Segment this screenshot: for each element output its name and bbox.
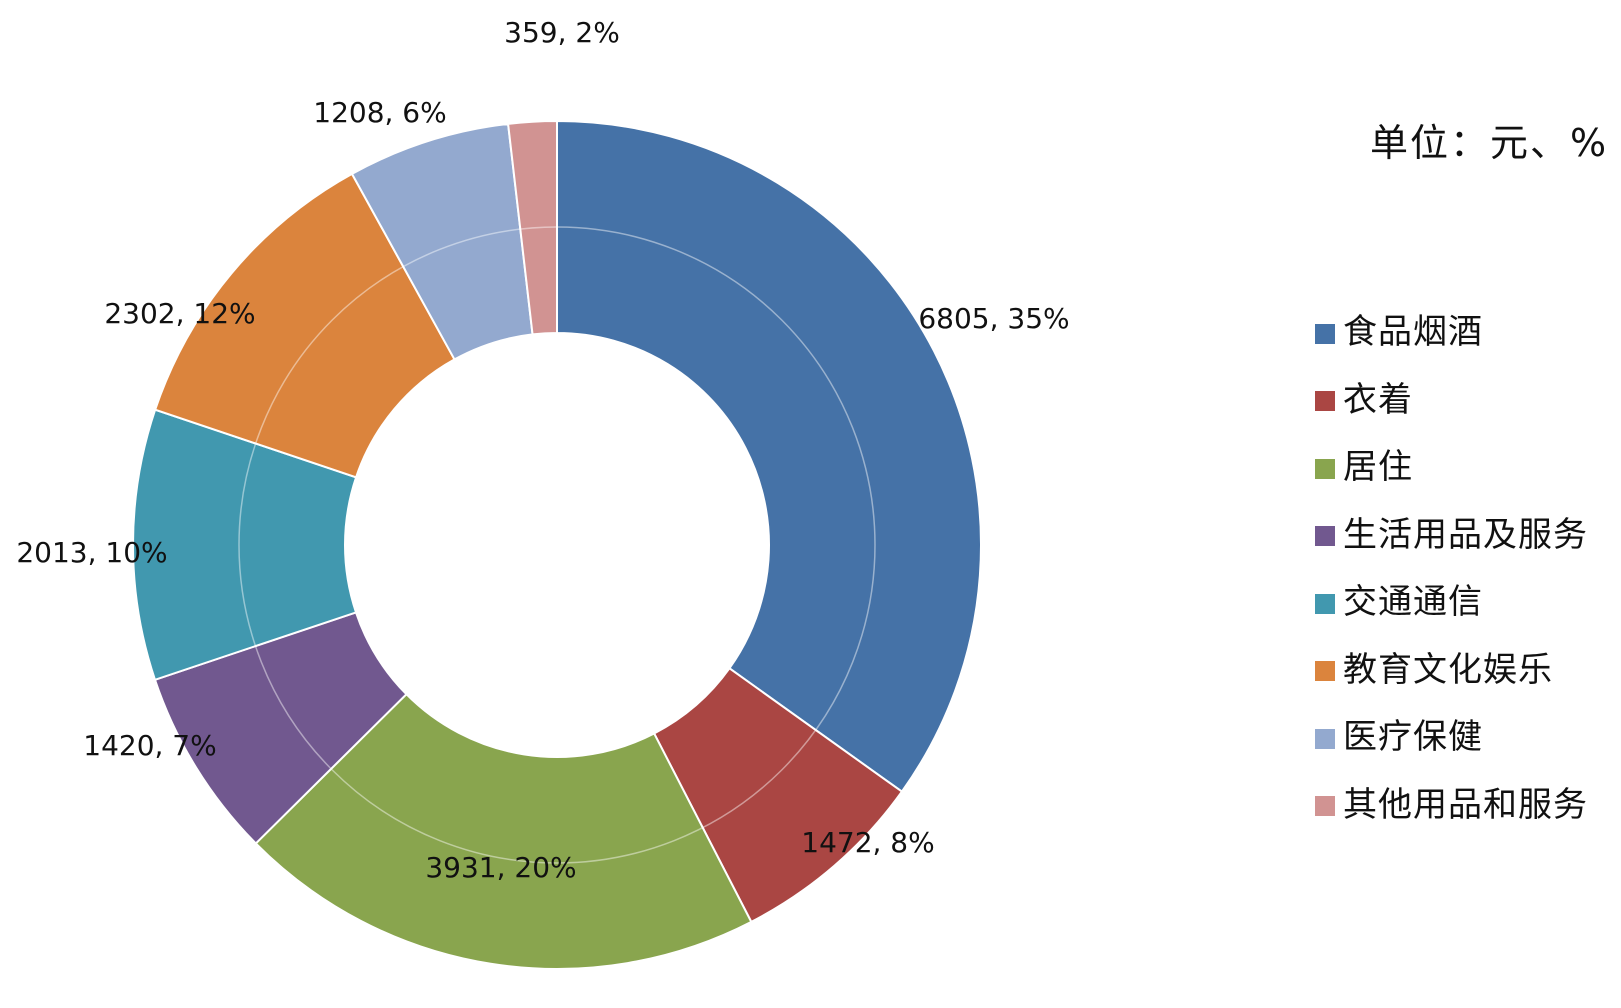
- data-label-5: 2013, 10%: [16, 536, 167, 569]
- legend-swatch: [1315, 391, 1335, 412]
- donut-slice-1: [556, 119, 982, 794]
- legend-swatch: [1315, 526, 1335, 547]
- legend-item-3: 居住: [1315, 430, 1615, 498]
- legend-swatch: [1315, 593, 1335, 614]
- donut-slice-3: [254, 692, 753, 970]
- data-label-7: 1208, 6%: [313, 96, 446, 129]
- data-labels: 6805, 35% 1472, 8% 3931, 20% 1420, 7% 2013, …: [16, 16, 1069, 884]
- legend-item-4: 生活用品及服务: [1315, 498, 1615, 566]
- data-label-8: 359, 2%: [504, 16, 620, 49]
- data-label-3: 3931, 20%: [425, 851, 576, 884]
- legend-item-6: 教育文化娱乐: [1315, 633, 1615, 701]
- legend-swatch: [1315, 458, 1335, 479]
- data-label-1: 6805, 35%: [918, 302, 1069, 335]
- legend-item-5: 交通通信: [1315, 565, 1615, 633]
- legend-label: 教育文化娱乐: [1343, 649, 1553, 690]
- data-label-2: 1472, 8%: [801, 826, 934, 859]
- legend-item-1: 食品烟酒: [1315, 295, 1615, 363]
- legend-swatch: [1315, 323, 1335, 344]
- legend-item-8: 其他用品和服务: [1315, 768, 1615, 836]
- legend-label: 食品烟酒: [1343, 312, 1483, 353]
- legend-swatch: [1315, 728, 1335, 749]
- legend-label: 生活用品及服务: [1343, 514, 1588, 555]
- donut-slice-5: [132, 408, 358, 682]
- donut-slice-6: [153, 172, 456, 479]
- data-label-6: 2302, 12%: [104, 297, 255, 330]
- legend-item-7: 医疗保健: [1315, 700, 1615, 768]
- legend-item-2: 衣着: [1315, 363, 1615, 431]
- legend-label: 居住: [1343, 447, 1413, 488]
- donut-slices: [132, 119, 982, 970]
- legend-label: 医疗保健: [1343, 717, 1483, 758]
- inner-ring-separator: [238, 226, 876, 864]
- legend-swatch: [1315, 796, 1335, 817]
- legend-swatch: [1315, 661, 1335, 682]
- legend-label: 衣着: [1343, 379, 1413, 420]
- legend-label: 其他用品和服务: [1343, 784, 1588, 825]
- legend-label: 交通通信: [1343, 582, 1483, 623]
- unit-label: 单位：元、%: [1370, 121, 1609, 165]
- data-label-4: 1420, 7%: [83, 729, 216, 762]
- legend: 食品烟酒衣着居住生活用品及服务 交通通信教育文化娱乐 医疗保健其他用品和服务: [1315, 295, 1615, 835]
- donut-slice-8: [506, 119, 558, 336]
